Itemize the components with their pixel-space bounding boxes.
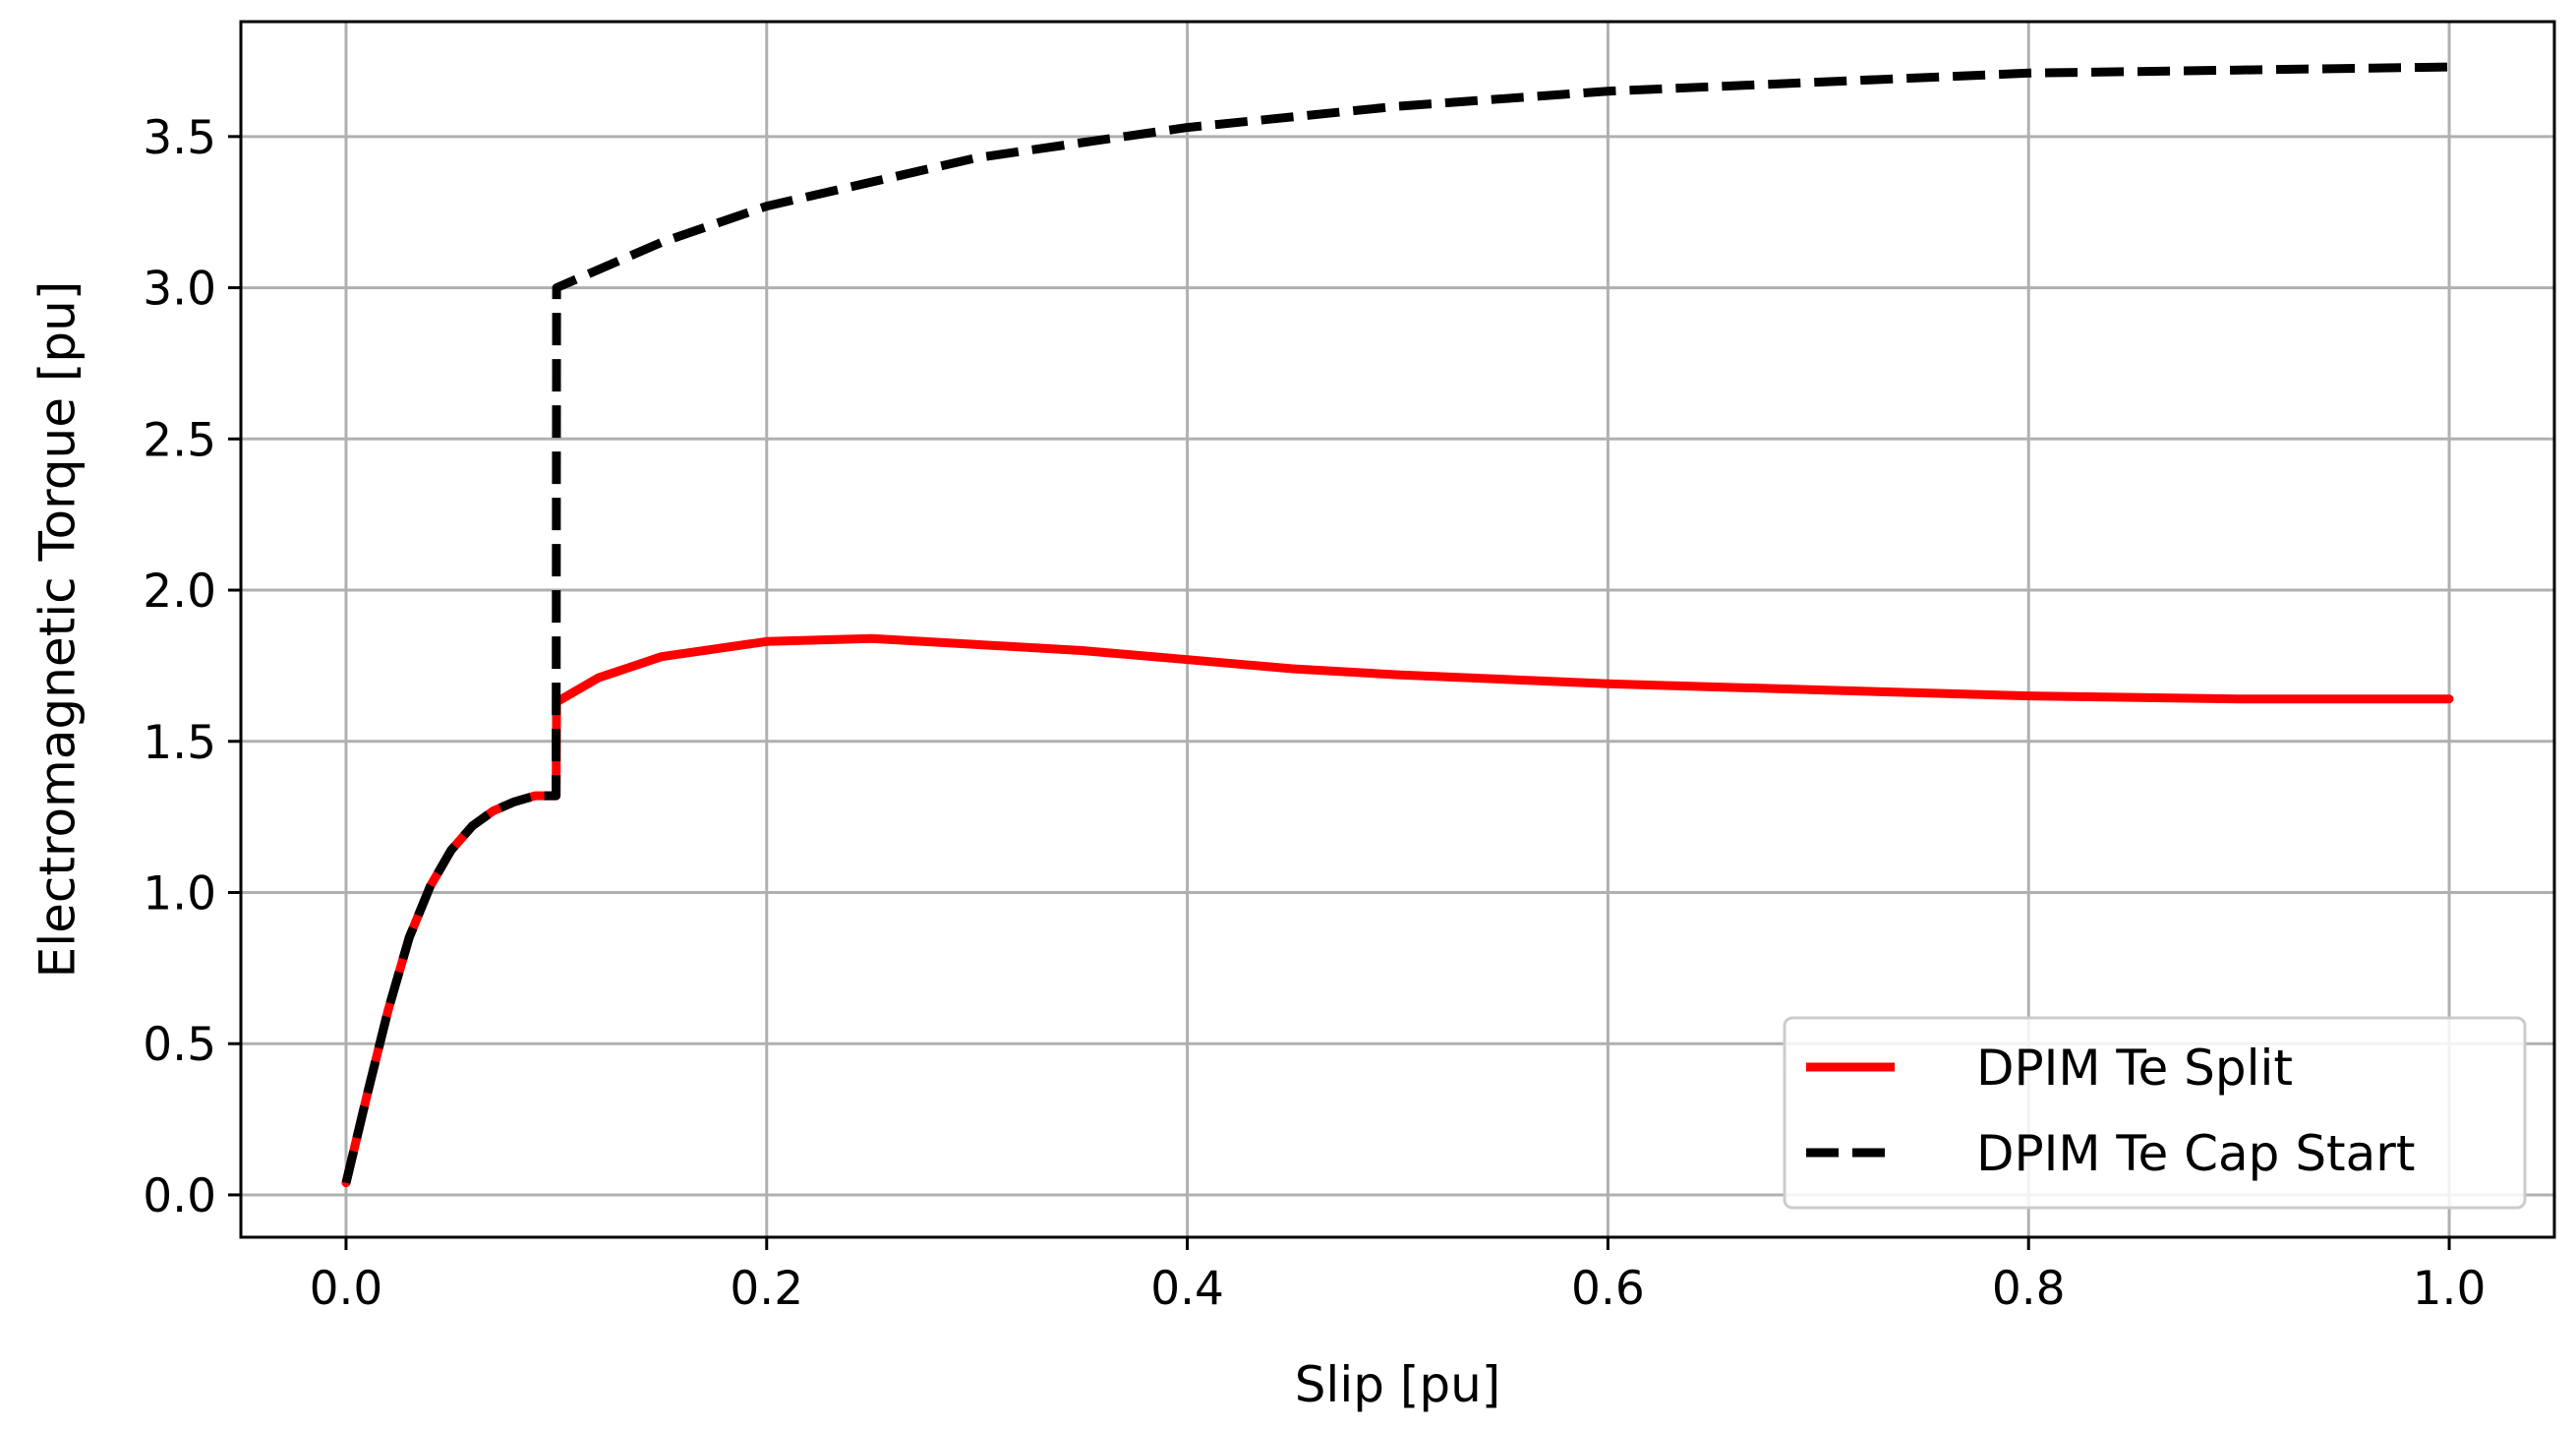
- y-tick-label: 2.0: [143, 565, 216, 619]
- y-axis-title: Electromagnetic Torque [pu]: [29, 281, 87, 979]
- plot-frame: [239, 20, 2556, 1239]
- y-tick-label: 0.0: [143, 1169, 216, 1223]
- y-tick-label: 3.0: [143, 263, 216, 317]
- y-tick-label: 3.5: [143, 111, 216, 165]
- x-axis: 0.0 0.2 0.4 0.6 0.8 1.0: [310, 1237, 2487, 1316]
- x-tick-label: 0.0: [310, 1262, 383, 1316]
- legend-label: DPIM Te Cap Start: [1976, 1125, 2415, 1182]
- x-tick-label: 0.8: [1992, 1262, 2066, 1316]
- legend: DPIM Te Split DPIM Te Cap Start: [1783, 1016, 2527, 1210]
- y-tick-label: 0.5: [143, 1018, 216, 1072]
- series-line-split: [341, 633, 2454, 1188]
- grid: [241, 22, 2554, 1237]
- y-tick-label: 1.0: [143, 866, 216, 921]
- y-tick-label: 2.5: [143, 413, 216, 467]
- series-layer: [341, 62, 2454, 1188]
- y-tick-label: 1.5: [143, 716, 216, 770]
- legend-label: DPIM Te Split: [1976, 1040, 2293, 1097]
- x-tick-label: 0.2: [730, 1262, 803, 1316]
- legend-box: [1783, 1016, 2527, 1210]
- x-tick-label: 1.0: [2413, 1262, 2487, 1316]
- x-tick-label: 0.4: [1150, 1262, 1224, 1316]
- x-axis-title: Slip [pu]: [1295, 1356, 1501, 1413]
- series-line-cap-start: [341, 62, 2450, 1184]
- x-tick-label: 0.6: [1571, 1262, 1645, 1316]
- y-axis: 0.0 0.5 1.0 1.5 2.0 2.5 3.0 3.5: [143, 111, 241, 1223]
